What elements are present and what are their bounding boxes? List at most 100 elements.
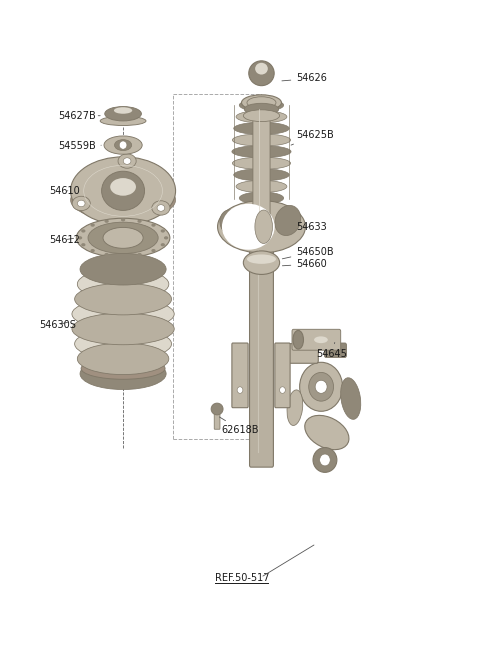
Ellipse shape [105, 106, 142, 121]
Text: 54645: 54645 [316, 342, 347, 359]
Ellipse shape [236, 111, 287, 123]
Ellipse shape [74, 328, 171, 359]
Ellipse shape [105, 253, 109, 256]
FancyBboxPatch shape [250, 235, 274, 467]
Ellipse shape [232, 146, 291, 157]
Ellipse shape [105, 220, 109, 223]
Text: 54625B: 54625B [291, 131, 334, 145]
Ellipse shape [315, 380, 327, 394]
Ellipse shape [88, 222, 158, 253]
Ellipse shape [217, 201, 305, 253]
Text: 54633: 54633 [296, 222, 327, 232]
FancyBboxPatch shape [292, 329, 341, 350]
Ellipse shape [72, 313, 174, 345]
Text: 54559B: 54559B [58, 142, 101, 152]
Ellipse shape [314, 337, 328, 343]
Ellipse shape [220, 210, 241, 236]
Ellipse shape [164, 236, 168, 239]
Ellipse shape [293, 331, 303, 349]
Ellipse shape [151, 224, 156, 227]
Text: 54612: 54612 [49, 235, 80, 245]
Ellipse shape [243, 251, 280, 274]
Ellipse shape [151, 249, 156, 253]
Text: 54660: 54660 [282, 259, 327, 269]
Ellipse shape [313, 447, 337, 472]
Text: 54630S: 54630S [39, 319, 76, 330]
Ellipse shape [91, 224, 95, 227]
Ellipse shape [76, 218, 170, 257]
Ellipse shape [71, 157, 176, 225]
Ellipse shape [232, 157, 290, 169]
Ellipse shape [309, 373, 334, 401]
FancyBboxPatch shape [232, 343, 248, 407]
Ellipse shape [77, 343, 169, 375]
Ellipse shape [161, 230, 165, 233]
Ellipse shape [72, 298, 174, 330]
Ellipse shape [91, 249, 95, 253]
Ellipse shape [211, 403, 223, 415]
Ellipse shape [121, 218, 125, 222]
Text: 54610: 54610 [49, 186, 80, 196]
Text: 54627B: 54627B [58, 111, 100, 121]
Ellipse shape [240, 192, 284, 204]
Ellipse shape [72, 196, 90, 211]
FancyBboxPatch shape [275, 343, 290, 407]
Ellipse shape [305, 415, 349, 449]
FancyBboxPatch shape [288, 344, 318, 363]
Ellipse shape [137, 220, 142, 223]
Ellipse shape [77, 200, 85, 207]
Ellipse shape [237, 387, 243, 394]
Ellipse shape [234, 122, 289, 134]
Ellipse shape [118, 154, 136, 168]
Ellipse shape [110, 178, 136, 195]
Ellipse shape [234, 169, 289, 181]
Ellipse shape [100, 116, 146, 125]
Ellipse shape [157, 205, 165, 211]
Ellipse shape [232, 134, 290, 146]
Ellipse shape [243, 110, 280, 121]
Ellipse shape [102, 171, 144, 211]
Ellipse shape [81, 358, 165, 379]
Ellipse shape [249, 61, 274, 86]
Ellipse shape [114, 107, 132, 113]
FancyBboxPatch shape [253, 101, 270, 235]
Ellipse shape [255, 210, 273, 243]
Ellipse shape [287, 390, 303, 426]
Ellipse shape [275, 205, 301, 236]
Ellipse shape [300, 362, 343, 411]
Ellipse shape [115, 140, 132, 151]
Ellipse shape [74, 283, 171, 315]
Ellipse shape [161, 243, 165, 247]
Ellipse shape [320, 454, 330, 466]
Ellipse shape [119, 141, 127, 149]
Ellipse shape [103, 228, 143, 249]
Ellipse shape [81, 230, 85, 233]
Ellipse shape [104, 136, 142, 154]
Ellipse shape [123, 158, 131, 164]
Ellipse shape [280, 387, 285, 394]
Ellipse shape [247, 255, 276, 264]
FancyBboxPatch shape [324, 343, 347, 358]
FancyBboxPatch shape [214, 411, 220, 429]
Ellipse shape [241, 95, 281, 110]
Ellipse shape [255, 63, 268, 75]
Ellipse shape [240, 99, 284, 112]
Ellipse shape [244, 103, 279, 115]
Ellipse shape [341, 378, 361, 419]
Ellipse shape [152, 201, 170, 215]
Ellipse shape [137, 253, 142, 256]
Ellipse shape [247, 96, 276, 108]
Text: 54626: 54626 [282, 73, 327, 83]
Ellipse shape [81, 243, 85, 247]
Text: 54650B: 54650B [282, 247, 334, 259]
Ellipse shape [80, 358, 166, 390]
Ellipse shape [78, 236, 82, 239]
Ellipse shape [236, 180, 287, 193]
Ellipse shape [77, 268, 169, 300]
Text: 62618B: 62618B [219, 417, 259, 435]
Ellipse shape [80, 253, 166, 285]
Text: REF.50-517: REF.50-517 [215, 573, 270, 583]
Ellipse shape [222, 204, 275, 250]
Ellipse shape [71, 180, 176, 220]
Ellipse shape [121, 255, 125, 258]
